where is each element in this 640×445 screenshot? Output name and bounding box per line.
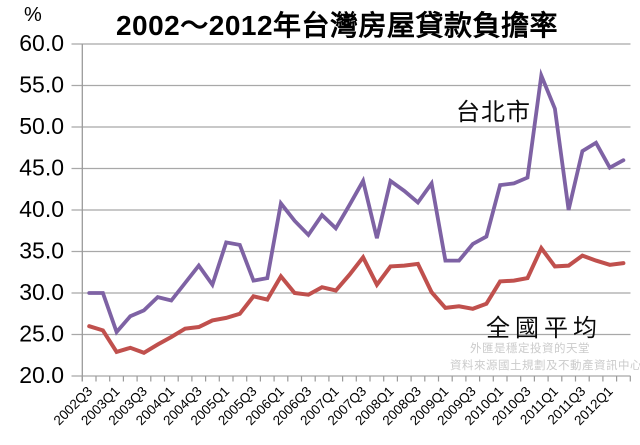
y-tick-label: 55.0 [19,72,64,98]
y-tick-label: 60.0 [19,30,64,56]
y-axis-unit-label: % [24,4,42,26]
y-tick-label: 30.0 [19,279,64,305]
series-line-national [87,244,626,356]
y-tick-label: 50.0 [19,113,64,139]
series-label-taipei: 台北市 [456,99,531,126]
y-tick-label: 45.0 [19,155,64,181]
y-tick-label: 25.0 [19,321,64,347]
watermark-line-2: 資料來源國土規劃及不動產資訊中心 [450,360,640,372]
y-tick-label: 35.0 [19,238,64,264]
y-tick-label: 40.0 [19,196,64,222]
series-line-taipei [87,68,626,336]
watermark-line-1: 外匯是穩定投資的天堂 [470,343,590,355]
y-tick-label: 20.0 [19,362,64,388]
series-label-national: 全國平均 [486,315,602,342]
chart-title: 2002～2012年台灣房屋貸款負擔率 [115,10,559,41]
